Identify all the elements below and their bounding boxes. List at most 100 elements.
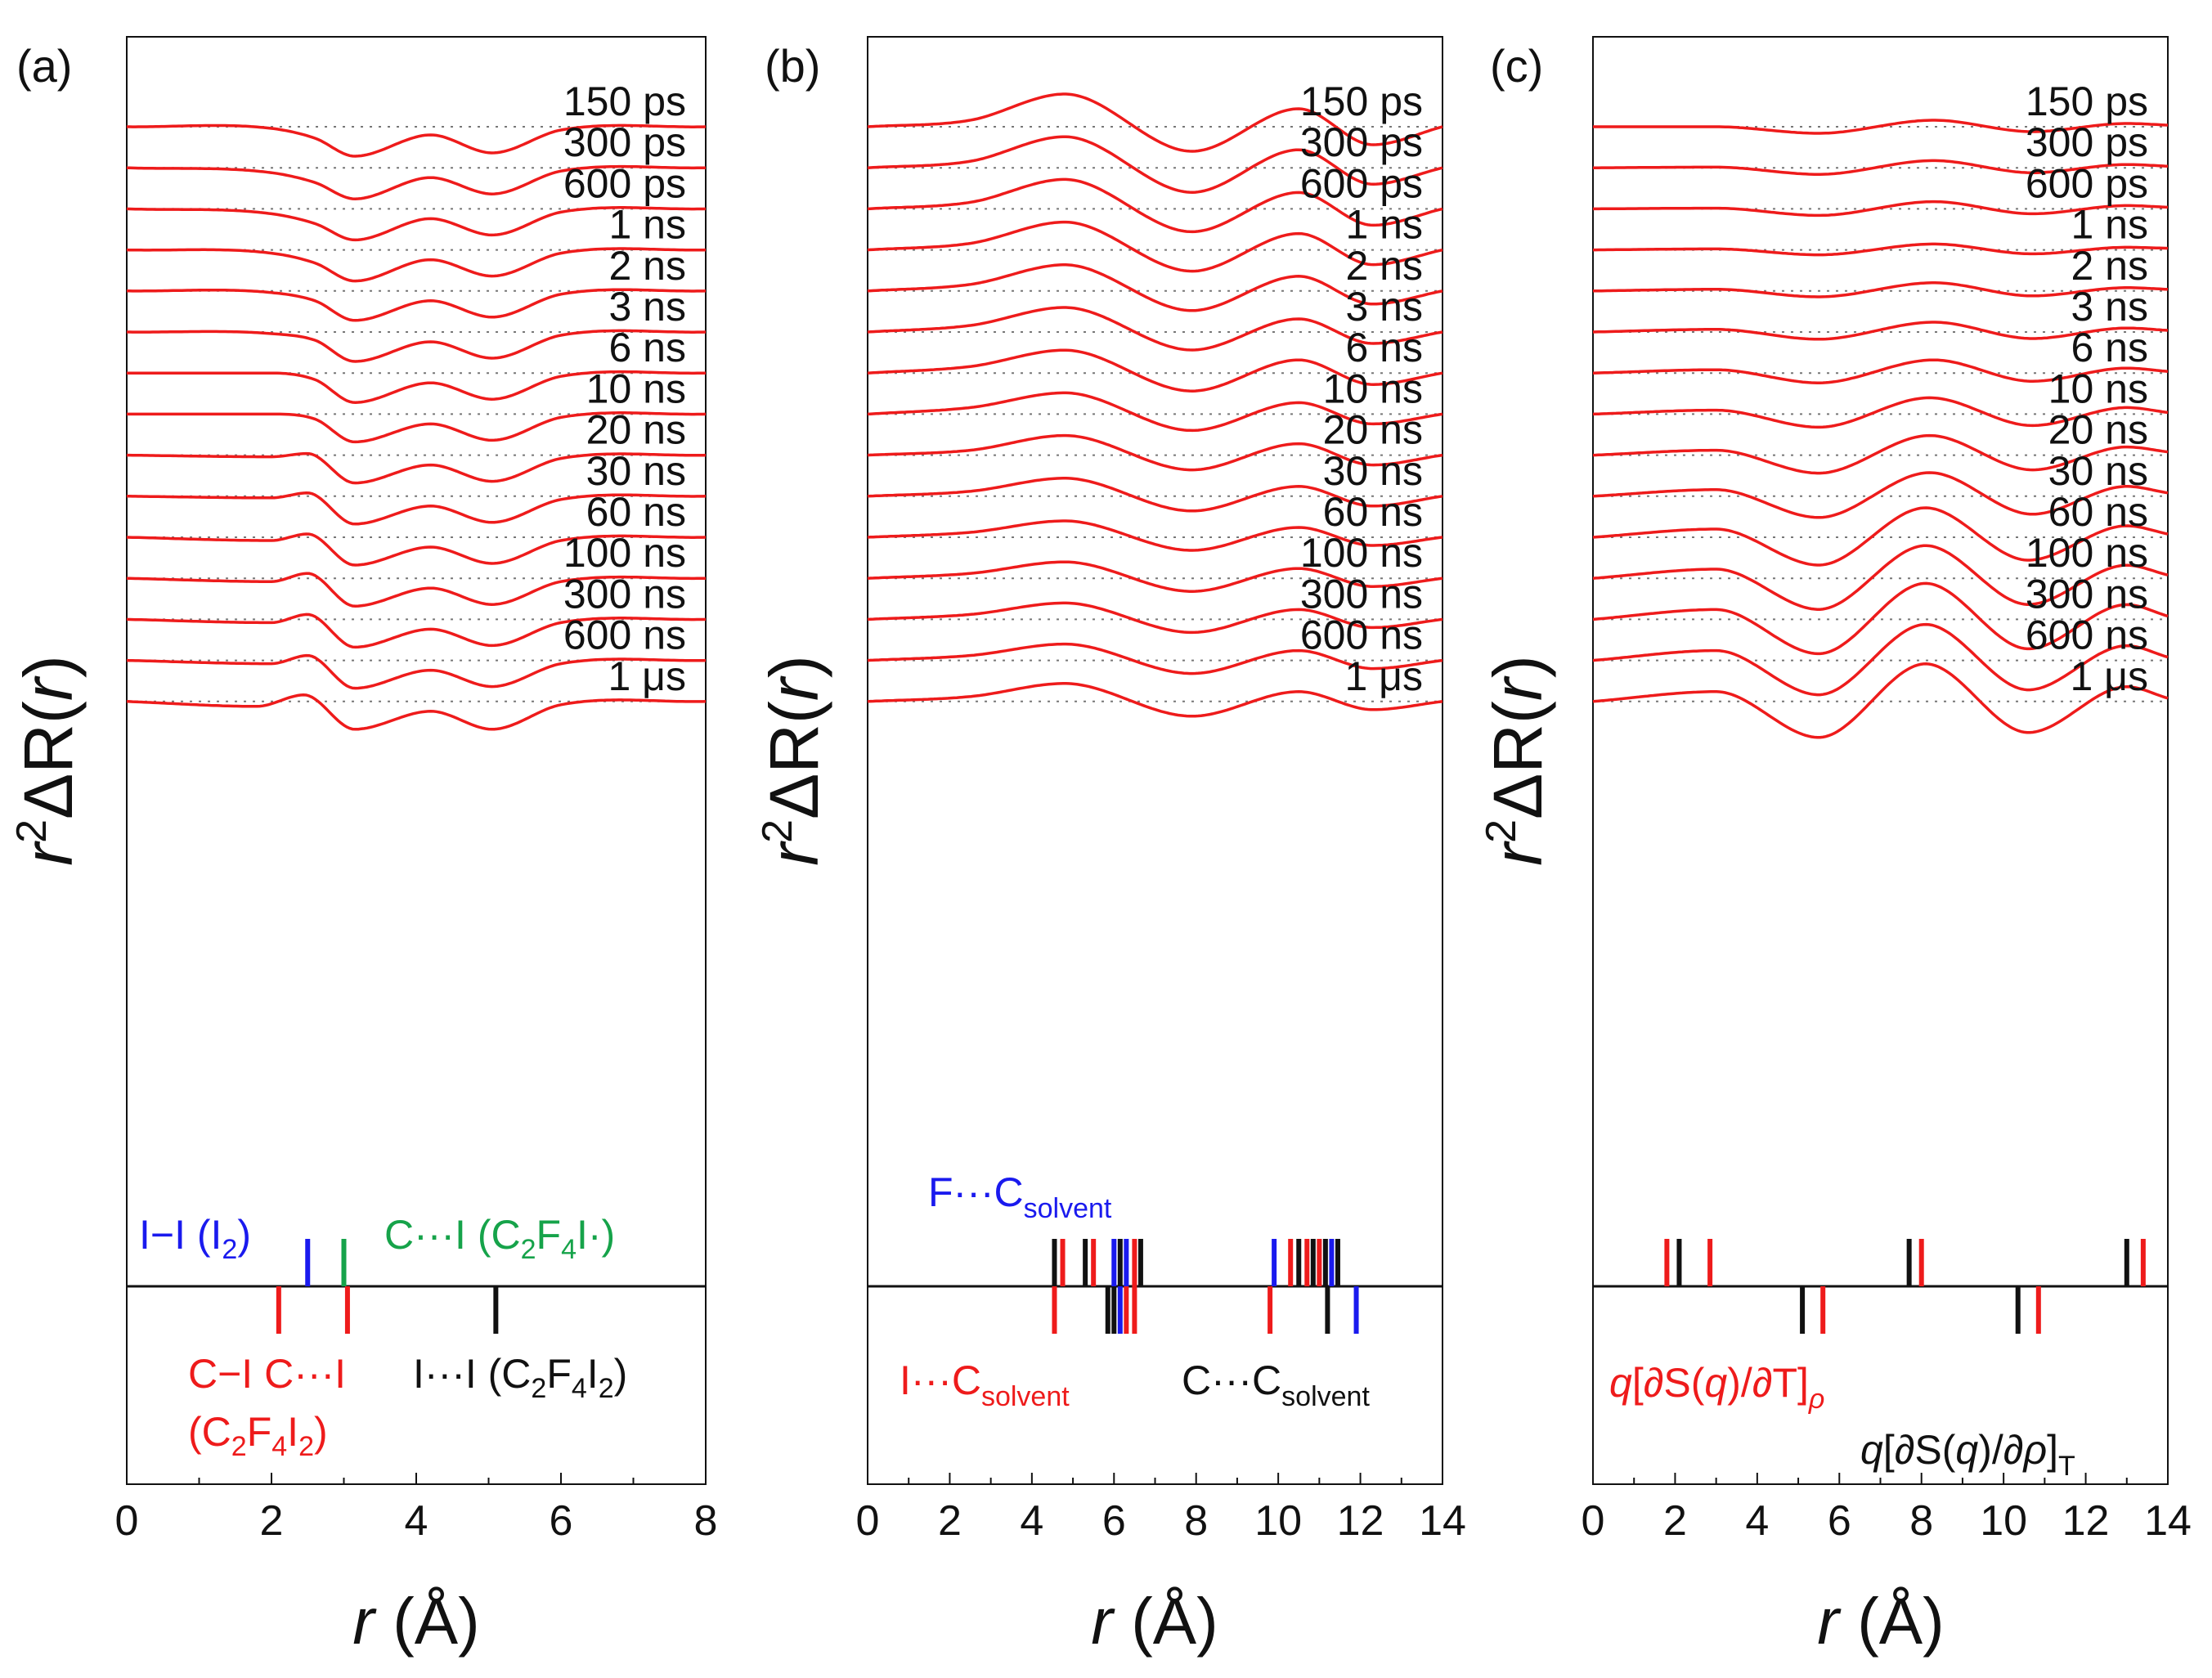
series-curve xyxy=(867,642,1443,675)
annotation-c-i-pair: C−I C···I xyxy=(188,1351,346,1397)
series-curve xyxy=(867,601,1443,635)
time-label: 2 ns xyxy=(1345,243,1423,289)
time-label: 300 ns xyxy=(2026,571,2148,617)
time-label: 10 ns xyxy=(586,366,686,411)
series-curve xyxy=(867,348,1443,393)
series-curve xyxy=(867,560,1443,593)
time-label: 10 ns xyxy=(2048,366,2148,411)
x-tick-label: 6 xyxy=(1102,1497,1126,1545)
x-axis-label: r (Å) xyxy=(1091,1585,1218,1658)
series-curve xyxy=(867,135,1443,194)
annotation-c-c-solvent: C···Csolvent xyxy=(1182,1357,1370,1412)
time-label: 10 ns xyxy=(1323,366,1423,411)
x-tick-label: 0 xyxy=(1582,1497,1605,1545)
time-label: 150 ps xyxy=(563,79,686,124)
series-curve xyxy=(127,491,707,526)
time-label: 60 ns xyxy=(586,489,686,535)
time-label: 20 ns xyxy=(586,407,686,453)
x-tick-label: 12 xyxy=(1337,1497,1384,1545)
time-label: 600 ns xyxy=(563,612,686,658)
x-tick-label: 14 xyxy=(1419,1497,1466,1545)
x-tick-label: 6 xyxy=(550,1497,573,1545)
series-curve xyxy=(1592,662,2169,739)
time-label: 30 ns xyxy=(2048,448,2148,494)
series-curve xyxy=(1593,200,2169,218)
series-curve xyxy=(1592,622,2169,697)
annotation-f-c-solvent: F···Csolvent xyxy=(928,1169,1112,1224)
time-label: 30 ns xyxy=(586,448,686,494)
series-curve xyxy=(867,391,1443,433)
series-curve xyxy=(126,206,707,242)
series-curve xyxy=(126,247,707,283)
series-curve xyxy=(126,572,707,608)
x-tick-label: 6 xyxy=(1828,1497,1851,1545)
series-curve xyxy=(867,220,1443,273)
series-curve xyxy=(867,519,1443,552)
series-curve xyxy=(127,370,707,404)
series-curve xyxy=(126,532,707,567)
time-label: 1 ns xyxy=(2071,202,2148,248)
series-curve xyxy=(867,682,1443,718)
series-curve xyxy=(1592,471,2169,519)
series-curve xyxy=(126,612,707,649)
series-curve xyxy=(1593,242,2169,257)
time-label: 100 ns xyxy=(1300,530,1423,576)
annotation-c2f4i2-red: (C2F4I2) xyxy=(188,1409,328,1462)
series-curve xyxy=(867,433,1443,472)
x-tick-label: 14 xyxy=(2144,1497,2192,1545)
series-curve xyxy=(1592,544,2169,611)
series-curve xyxy=(127,451,707,485)
panel-label: (a) xyxy=(16,40,72,92)
series-curve xyxy=(1593,281,2169,298)
time-label: 600 ps xyxy=(2026,160,2148,206)
x-tick-label: 2 xyxy=(260,1497,284,1545)
series-curve xyxy=(867,263,1443,312)
x-tick-label: 8 xyxy=(1184,1497,1208,1545)
series-curve xyxy=(127,411,707,444)
time-label: 1 μs xyxy=(608,653,686,699)
time-label: 600 ps xyxy=(1300,160,1423,206)
annotation-dsdrho: q[∂S(q)/∂ρ]T xyxy=(1860,1427,2075,1482)
time-label: 2 ns xyxy=(2071,243,2148,289)
annotation-dsdt: q[∂S(q)/∂T]ρ xyxy=(1609,1360,1824,1415)
time-label: 300 ps xyxy=(2026,119,2148,165)
time-label: 300 ps xyxy=(563,119,686,165)
series-curve xyxy=(1592,358,2169,384)
panel-label: (b) xyxy=(765,40,820,92)
panel-label: (c) xyxy=(1490,40,1543,92)
x-tick-label: 10 xyxy=(1254,1497,1302,1545)
time-label: 6 ns xyxy=(608,325,686,370)
x-tick-label: 2 xyxy=(1663,1497,1687,1545)
annotation-i-c-solvent: I···Csolvent xyxy=(900,1357,1070,1412)
series-curve xyxy=(1592,581,2169,656)
series-curve xyxy=(1593,159,2169,176)
time-label: 150 ps xyxy=(2026,79,2148,124)
x-tick-label: 4 xyxy=(405,1497,428,1545)
time-label: 60 ns xyxy=(2048,489,2148,535)
time-label: 20 ns xyxy=(2048,407,2148,453)
series-curve xyxy=(127,329,707,363)
y-axis-label: r2ΔR(r) xyxy=(1478,655,1556,866)
series-curve xyxy=(126,164,707,200)
series-curve xyxy=(1592,396,2169,429)
time-label: 300 ns xyxy=(1300,571,1423,617)
x-axis-label: r (Å) xyxy=(1817,1585,1945,1658)
x-axis-label: r (Å) xyxy=(352,1585,480,1658)
time-label: 600 ps xyxy=(563,160,686,206)
annotation-i-i-c2f4i2: I···I (C2F4I2) xyxy=(413,1351,627,1404)
time-label: 1 μs xyxy=(1344,653,1423,699)
annotation-c-i-radical: C···I (C2F4I·) xyxy=(384,1212,615,1265)
x-tick-label: 8 xyxy=(694,1497,718,1545)
time-label: 300 ns xyxy=(563,571,686,617)
series-curve xyxy=(126,653,707,690)
series-curve xyxy=(127,288,707,322)
x-tick-label: 4 xyxy=(1745,1497,1769,1545)
x-tick-label: 8 xyxy=(1909,1497,1933,1545)
x-tick-label: 4 xyxy=(1020,1497,1043,1545)
time-label: 1 ns xyxy=(1345,202,1423,248)
time-label: 150 ps xyxy=(1300,79,1423,124)
time-label: 3 ns xyxy=(1345,284,1423,330)
time-label: 300 ps xyxy=(1300,119,1423,165)
